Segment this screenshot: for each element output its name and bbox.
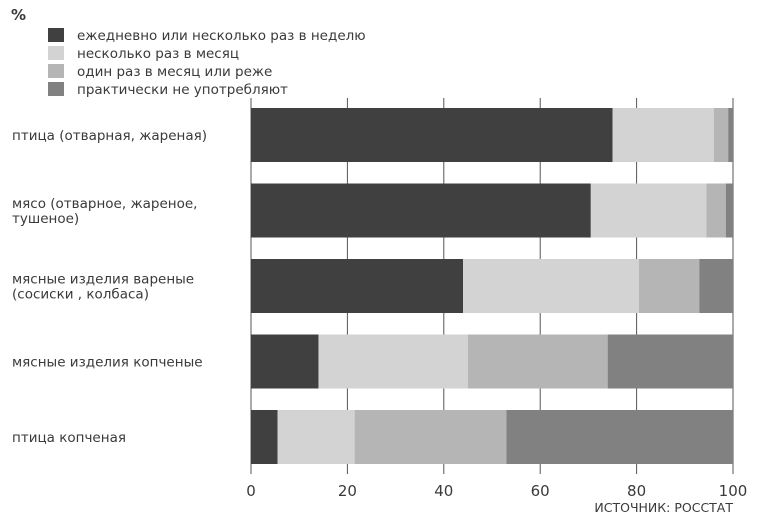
legend-label-1: несколько раз в месяц [77,46,239,62]
bar-segment-2-1 [463,259,640,313]
bar-segment-2-3 [699,259,733,313]
bar-segment-1-3 [725,183,733,238]
category-label-4-0: птица копченая [12,430,126,446]
category-label-1-0: мясо (отварное, жареное, [12,196,197,212]
tick-label-0: 0 [246,482,256,500]
bar-segment-0-3 [728,108,733,162]
bar-segment-4-1 [277,410,355,464]
bar-segment-0-1 [612,108,714,162]
bar-segment-3-0 [251,334,319,389]
source-note: ИСТОЧНИК: РОССТАТ [594,500,733,515]
tick-label-1: 20 [338,482,357,500]
category-label-2-1: (сосиски , колбаса) [12,287,149,303]
bar-segment-3-1 [318,334,468,389]
bar-segment-0-2 [713,108,729,162]
legend-swatch-2 [48,64,64,78]
bar-segment-0-0 [251,108,613,162]
bar-segment-1-1 [590,183,707,238]
unit-label: % [11,6,26,24]
legend-label-2: один раз в месяц или реже [77,64,272,80]
legend-label-3: практически не употребляют [77,82,288,98]
bar-segment-4-3 [506,410,733,464]
x-axis-ticks: 0 20 40 60 80 100 [246,482,747,500]
category-labels: птица (отварная, жареная) мясо (отварное,… [12,128,207,446]
tick-label-3: 60 [531,482,550,500]
legend-label-0: ежедневно или несколько раз в неделю [77,28,366,44]
bar-segment-4-0 [251,410,278,464]
legend-swatch-3 [48,82,64,96]
bar-segment-2-0 [251,259,464,313]
legend-swatch-0 [48,28,64,42]
bars [251,108,733,464]
bar-segment-1-2 [706,183,726,238]
tick-label-4: 80 [627,482,646,500]
bar-segment-2-2 [639,259,700,313]
bar-segment-1-0 [251,183,591,238]
category-label-2-0: мясные изделия вареные [12,272,194,288]
category-label-3-0: мясные изделия копченые [12,355,203,371]
bar-segment-3-3 [607,334,733,389]
tick-label-2: 40 [434,482,453,500]
bar-segment-4-2 [354,410,507,464]
legend: ежедневно или несколько раз в неделю неск… [48,28,366,98]
bar-segment-3-2 [467,334,608,389]
tick-label-5: 100 [719,482,748,500]
legend-swatch-1 [48,46,64,60]
category-label-0-0: птица (отварная, жареная) [12,128,207,144]
category-label-1-1: тушеное) [12,211,79,227]
